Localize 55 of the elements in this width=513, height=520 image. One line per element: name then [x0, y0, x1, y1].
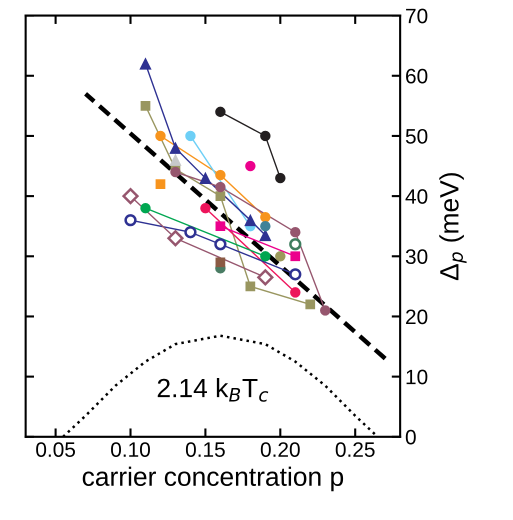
- point: [245, 282, 256, 292]
- point: [290, 251, 300, 262]
- point: [170, 154, 182, 166]
- point: [215, 182, 226, 192]
- point: [200, 172, 212, 184]
- point: [216, 257, 226, 268]
- y-tick-label: 10: [406, 370, 428, 384]
- point: [155, 130, 166, 142]
- x-tick-label: 0.25: [336, 442, 375, 457]
- x-tick-label: 0.10: [111, 442, 150, 457]
- point: [320, 305, 330, 316]
- point: [290, 227, 300, 238]
- point: [305, 300, 316, 310]
- point: [170, 142, 182, 154]
- point: [245, 160, 256, 172]
- point: [260, 220, 271, 232]
- x-tick-label: 0.15: [186, 442, 225, 457]
- y-axis-title: Δ$_{p}$ (meV): [439, 173, 467, 280]
- point: [257, 269, 274, 286]
- point: [289, 238, 302, 250]
- y-tick-label: 60: [406, 68, 428, 84]
- annotation: 2.14 k$_{B}$T$_{c}$: [158, 378, 268, 402]
- x-axis-title: carrier concentration p: [82, 466, 344, 492]
- point: [156, 179, 166, 189]
- y-tick-label: 40: [405, 189, 428, 204]
- point: [275, 251, 286, 262]
- point: [140, 202, 151, 214]
- point: [184, 226, 197, 238]
- point: [289, 268, 302, 280]
- point: [140, 100, 150, 111]
- point: [215, 170, 226, 180]
- y-tick-label: 50: [406, 128, 428, 144]
- y-tick-label: 70: [406, 8, 428, 24]
- point: [216, 191, 226, 201]
- point: [185, 130, 196, 142]
- point: [200, 202, 211, 214]
- point: [122, 188, 139, 204]
- point: [214, 238, 226, 250]
- point: [244, 214, 256, 226]
- point: [215, 106, 226, 118]
- y-tick-label: 0: [406, 430, 416, 445]
- y-tick-label: 30: [406, 249, 428, 264]
- point: [260, 212, 271, 222]
- point: [216, 221, 226, 232]
- point: [170, 166, 181, 178]
- x-tick-label: 0.05: [36, 442, 76, 457]
- y-tick-label: 20: [406, 309, 428, 324]
- x-tick-label: 0.20: [260, 442, 300, 457]
- point: [290, 287, 300, 298]
- point: [275, 172, 286, 184]
- point: [124, 214, 137, 226]
- point: [140, 58, 152, 70]
- point: [167, 230, 184, 246]
- point: [260, 130, 271, 142]
- point: [260, 251, 271, 262]
